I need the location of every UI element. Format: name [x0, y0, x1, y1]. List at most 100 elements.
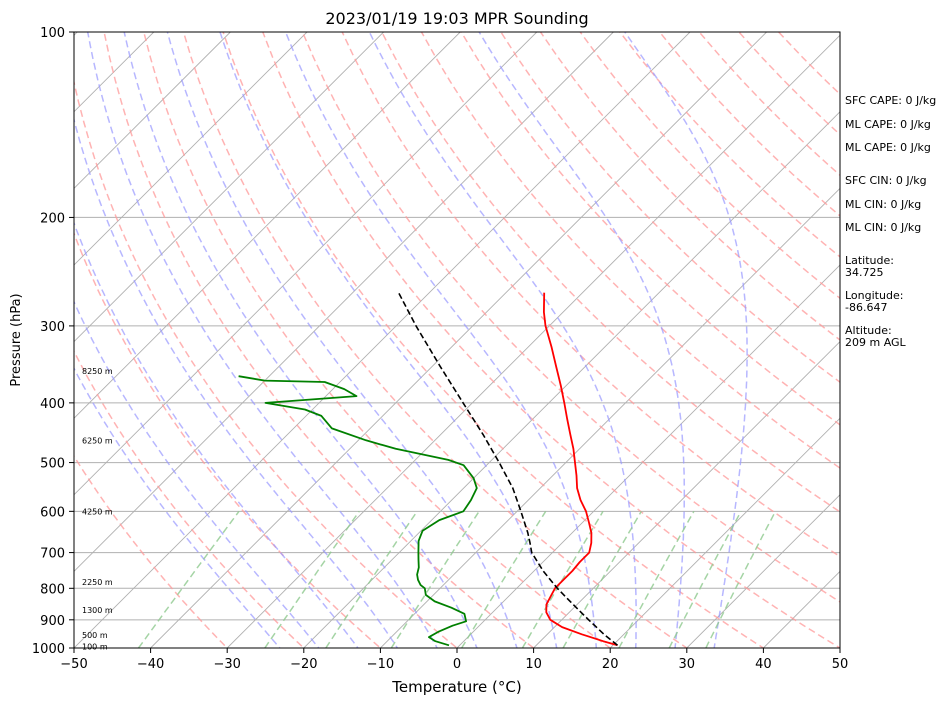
- ml-cape-text: ML CAPE: 0 J/kg: [845, 118, 931, 131]
- y-tick-label: 100: [40, 26, 65, 41]
- dry-adiabat-line: [143, 32, 612, 648]
- moist-adiabat-line: [74, 300, 320, 648]
- height-label: 1300 m: [82, 606, 113, 615]
- y-tick-label: 500: [40, 457, 65, 472]
- altitude-label: Altitude:: [845, 324, 892, 337]
- dry-adiabat-line: [341, 32, 840, 558]
- isotherm-line: [74, 32, 691, 648]
- dry-adiabat-lines: [74, 32, 840, 648]
- isotherm-line: [686, 494, 840, 648]
- isotherm-line: [609, 417, 840, 648]
- dry-adiabat-line: [579, 32, 840, 300]
- parcel-profile-line: [397, 292, 619, 646]
- height-labels: 8250 m 6250 m 4250 m 2250 m 1300 m 500 m 100 m: [82, 367, 113, 652]
- height-label: 4250 m: [82, 507, 113, 516]
- x-tick-label: 30: [679, 657, 696, 672]
- dry-adiabat-line: [74, 79, 459, 648]
- background-lines: [0, 32, 840, 648]
- x-tick-label: 40: [755, 657, 772, 672]
- ml-cin-text-2: ML CIN: 0 J/kg: [845, 221, 921, 234]
- isobar-lines: [74, 32, 840, 648]
- dry-adiabat-line: [420, 32, 840, 470]
- x-tick-label: 0: [453, 657, 461, 672]
- latitude-value: 34.725: [845, 266, 884, 279]
- y-tick-label: 900: [40, 614, 65, 629]
- ml-cape-text-2: ML CAPE: 0 J/kg: [845, 141, 931, 154]
- mixing-ratio-line: [264, 510, 360, 648]
- y-tick-label: 1000: [32, 642, 65, 657]
- moist-adiabat-line: [123, 32, 478, 648]
- mixing-ratio-line: [562, 510, 642, 648]
- sfc-cape-text: SFC CAPE: 0 J/kg: [845, 94, 936, 107]
- dry-adiabat-line: [74, 454, 229, 648]
- isotherm-line: [74, 32, 614, 573]
- isotherm-line: [74, 32, 231, 190]
- ml-cin-text: ML CIN: 0 J/kg: [845, 198, 921, 211]
- isotherm-line: [380, 187, 840, 648]
- height-label: 2250 m: [82, 578, 113, 587]
- moist-adiabat-line: [166, 32, 518, 648]
- chart-title: 2023/01/19 19:03 MPR Sounding: [325, 9, 588, 28]
- mixing-ratio-lines: [137, 510, 777, 648]
- moist-adiabat-line: [74, 117, 399, 648]
- longitude-label: Longitude:: [845, 289, 903, 302]
- mixing-ratio-line: [618, 510, 695, 648]
- isotherm-line: [74, 32, 384, 343]
- dry-adiabat-line: [381, 32, 840, 513]
- isotherm-line: [74, 32, 538, 496]
- x-tick-label: 10: [525, 657, 542, 672]
- mixing-ratio-line: [668, 510, 742, 648]
- dry-adiabat-line: [301, 32, 840, 603]
- mixing-ratio-line: [325, 510, 418, 648]
- sounding-profiles: [238, 292, 619, 647]
- moist-adiabat-line: [284, 32, 598, 648]
- x-tick-label: −30: [213, 657, 240, 672]
- x-axis-title: Temperature (°C): [391, 678, 521, 696]
- temperature-profile-line: [543, 292, 618, 647]
- isotherm-lines: [0, 32, 840, 648]
- mixing-ratio-line: [137, 510, 240, 648]
- isotherm-line: [74, 32, 308, 266]
- dry-adiabat-line: [182, 32, 689, 648]
- height-label: 500 m: [82, 631, 108, 640]
- y-axis-ticks: 1000 900 800 700 600 500 400 300 200 100: [32, 26, 74, 657]
- x-tick-label: −20: [290, 657, 317, 672]
- x-tick-label: 20: [602, 657, 619, 672]
- moist-adiabat-line: [624, 32, 748, 648]
- x-tick-label: −10: [367, 657, 394, 672]
- mixing-ratio-line: [705, 510, 777, 648]
- dry-adiabat-line: [539, 32, 840, 341]
- isotherm-line: [0, 32, 1, 648]
- moist-adiabat-line: [219, 32, 558, 648]
- mixing-ratio-line: [461, 510, 547, 648]
- height-label: 100 m: [82, 643, 108, 652]
- y-tick-label: 800: [40, 582, 65, 597]
- y-tick-label: 200: [40, 211, 65, 226]
- isotherm-line: [303, 111, 840, 648]
- y-tick-label: 600: [40, 505, 65, 520]
- dry-adiabat-line: [460, 32, 840, 426]
- isotherm-line: [74, 32, 461, 419]
- moist-adiabat-line: [478, 32, 686, 648]
- y-tick-label: 300: [40, 320, 65, 335]
- latitude-label: Latitude:: [845, 254, 894, 267]
- moist-adiabat-line: [74, 220, 359, 648]
- sfc-cin-text: SFC CIN: 0 J/kg: [845, 174, 927, 187]
- y-axis-title: Pressure (hPa): [9, 293, 24, 386]
- dry-adiabat-line: [74, 349, 305, 648]
- moist-adiabat-line: [74, 366, 281, 648]
- isotherm-line: [533, 340, 840, 648]
- y-tick-label: 400: [40, 397, 65, 412]
- x-tick-label: −40: [137, 657, 164, 672]
- moist-adiabat-line: [86, 32, 438, 648]
- stats-panel: SFC CAPE: 0 J/kg ML CAPE: 0 J/kg ML CAPE…: [845, 94, 936, 349]
- dewpoint-profile-line: [238, 375, 478, 647]
- altitude-value: 209 m AGL: [845, 336, 907, 349]
- dry-adiabat-line: [103, 32, 535, 648]
- moist-adiabat-lines: [74, 32, 748, 648]
- dry-adiabat-line: [262, 32, 840, 648]
- x-tick-label: 50: [832, 657, 849, 672]
- isotherm-line: [226, 34, 840, 648]
- dry-adiabat-line: [222, 32, 765, 648]
